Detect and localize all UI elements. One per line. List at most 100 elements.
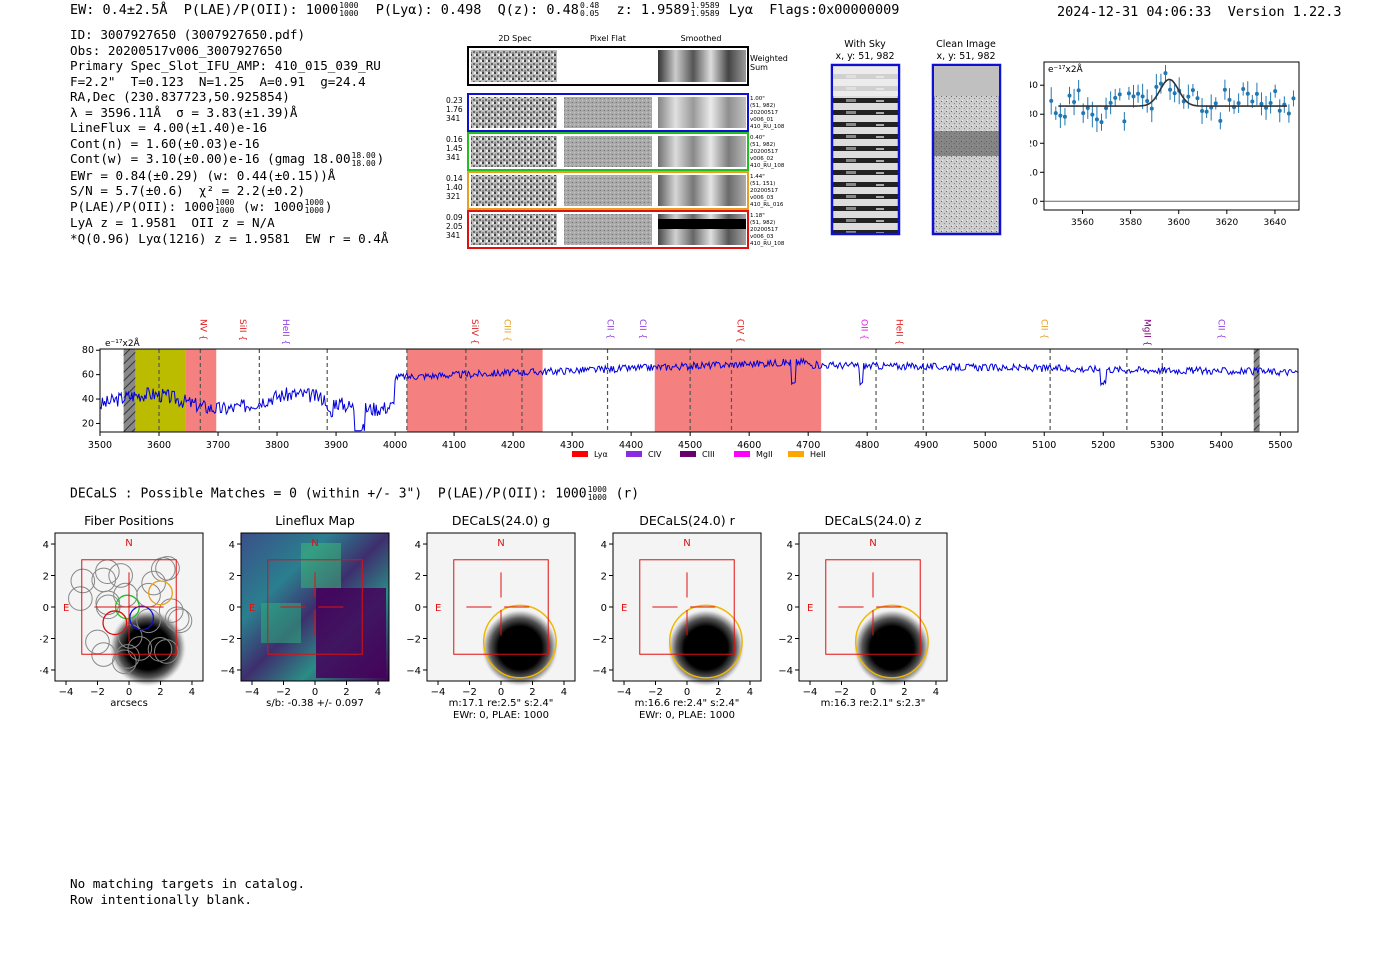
spectrum-line: [99, 356, 1299, 432]
zoom-point: [1286, 111, 1291, 116]
panel-xtick-label: 4: [189, 687, 195, 698]
fiber-circle: [95, 590, 121, 616]
legend-label: CIV: [648, 450, 662, 459]
info-radec: RA,Dec (230.837723,50.925854): [70, 89, 290, 104]
legend-swatch: [626, 451, 642, 457]
zoom-ytick-label: 0: [1032, 197, 1038, 207]
panel-title: DECaLS(24.0) z: [825, 513, 922, 528]
zoom-xtick-label: 3620: [1215, 218, 1238, 228]
emission-line-label: CII {: [637, 319, 647, 339]
cutout-left-label: 1.76: [446, 105, 463, 114]
clean-image-coords: x, y: 51, 982: [936, 51, 995, 62]
zoom-point: [1122, 119, 1127, 124]
info-lambda: λ = 3596.11Å σ = 3.83(±1.39)Å: [70, 104, 298, 120]
zoom-point: [1158, 81, 1163, 86]
search-box: [825, 559, 921, 655]
main-ytick-label: 60: [82, 370, 94, 381]
zoom-line-chart: 3560 3580 3600 3620 3640 0 10 20 30 40 e⁻¹⁷x2Å: [1030, 61, 1300, 228]
main-xtick-label: 4800: [855, 440, 879, 451]
cutout-left-label: 341: [446, 231, 461, 240]
panel-xtick-label: 4: [375, 687, 381, 698]
main-xtick-label: 3600: [147, 440, 171, 451]
cutout-left-label: 2.05: [446, 222, 463, 231]
clean-image-title: Clean Image: [936, 39, 996, 50]
main-xtick-label: 4600: [737, 440, 761, 451]
cutout-right-label: 20200517: [750, 227, 778, 233]
cutout-smooth-band: [658, 219, 746, 229]
weighted-sum-label-2: Sum: [750, 63, 768, 72]
panel-ytick-label: 2: [787, 572, 793, 583]
zoom-point: [1140, 94, 1145, 99]
shaded-region-yellow: [135, 349, 186, 432]
decals-summary: DECaLS : Possible Matches = 0 (within +/…: [70, 485, 640, 502]
zoom-point: [1126, 91, 1131, 96]
with-sky-coords: x, y: 51, 982: [835, 51, 894, 62]
panel-caption: m:16.3 re:2.1" s:2.3": [821, 698, 926, 709]
cutout-2d-3: [471, 214, 557, 245]
panel-ytick-label: −4: [220, 666, 235, 677]
source-blob: [480, 608, 560, 688]
main-xtick-label: 3800: [265, 440, 289, 451]
panel-ytick-label: 4: [43, 540, 49, 551]
main-xtick-label: 5000: [973, 440, 997, 451]
cutout-right-label: 410_RU_108: [750, 124, 785, 130]
zoom-point: [1186, 94, 1191, 99]
panel-ytick-label: 2: [601, 572, 607, 583]
with-sky-title: With Sky: [844, 39, 886, 50]
col-title-smooth: Smoothed: [681, 34, 722, 43]
main-xtick-label: 5100: [1032, 440, 1056, 451]
legend-swatch: [572, 451, 588, 457]
panel-ytick-label: 4: [787, 540, 793, 551]
panel-xtick-label: 4: [561, 687, 567, 698]
source-blob: [852, 608, 932, 688]
cutout-right-label: v006_03: [750, 195, 774, 201]
info-obs: Obs: 20200517v006_3007927650: [70, 42, 283, 58]
cutout-left-label: 341: [446, 114, 461, 123]
cutout-left-label: 0.23: [446, 96, 463, 105]
zoom-xtick-label: 3560: [1071, 218, 1094, 228]
zoom-point: [1049, 98, 1054, 103]
search-box: [267, 559, 363, 655]
main-xtick-label: 4200: [501, 440, 525, 451]
legend-label: MgII: [756, 450, 773, 459]
fiber-circle: [70, 568, 96, 594]
east-label: E: [435, 603, 441, 614]
cutout-2d-0: [471, 97, 557, 128]
weighted-2d-spec: [471, 50, 557, 82]
zoom-point: [1264, 105, 1269, 110]
zoom-ytick-label: 10: [1030, 168, 1038, 178]
info-lya: LyA z = 1.9581 OII z = N/A: [70, 215, 275, 230]
emission-line-label: CII {: [605, 319, 615, 339]
z-frac: 1.9589 1.9589: [690, 1, 720, 18]
panel-caption: EWr: 0, PLAE: 1000: [639, 710, 735, 721]
panel-xtick-label: −4: [245, 687, 260, 698]
emission-line-label: NV {: [197, 319, 207, 340]
cutout-smooth-3: [658, 214, 746, 245]
cutout-right-label: 1.00": [750, 96, 765, 102]
weighted-sum-label-1: Weighted: [750, 54, 788, 63]
emission-line-label: OII {: [858, 319, 868, 340]
emission-line-label: MgII {: [1142, 319, 1152, 346]
weighted-smoothed: [658, 50, 746, 82]
panel-xtick-label: 0: [312, 687, 318, 698]
panel-ytick-label: −4: [592, 666, 607, 677]
cutout-right-label: 20200517: [750, 188, 778, 194]
zoom-point: [1104, 106, 1109, 111]
info-q: *Q(0.96) Lyα(1216) z = 1.9581 EW r = 0.4…: [70, 230, 389, 246]
zoom-point: [1131, 94, 1136, 99]
cutout-flat-2: [564, 175, 652, 206]
legend-label: CIII: [702, 450, 715, 459]
aperture-ellipse: [482, 604, 557, 679]
aperture-ellipse: [854, 604, 929, 679]
panel-xtick-label: −2: [276, 687, 291, 698]
emission-line-label: CIII {: [501, 319, 511, 342]
fiber-circle: [117, 624, 143, 649]
cutout-right-label: 410_RU_108: [750, 163, 785, 169]
main-xtick-label: 4000: [383, 440, 407, 451]
main-xtick-label: 5200: [1091, 440, 1115, 451]
info-lineflux: LineFlux = 4.00(±1.40)e-16: [70, 120, 268, 135]
panel-ytick-label: 2: [415, 572, 421, 583]
cutout-flat-0: [564, 97, 652, 128]
header-datetime: 2024-12-31 04:06:33 Version 1.22.3: [1057, 4, 1342, 20]
fiber-circle: [147, 637, 173, 662]
